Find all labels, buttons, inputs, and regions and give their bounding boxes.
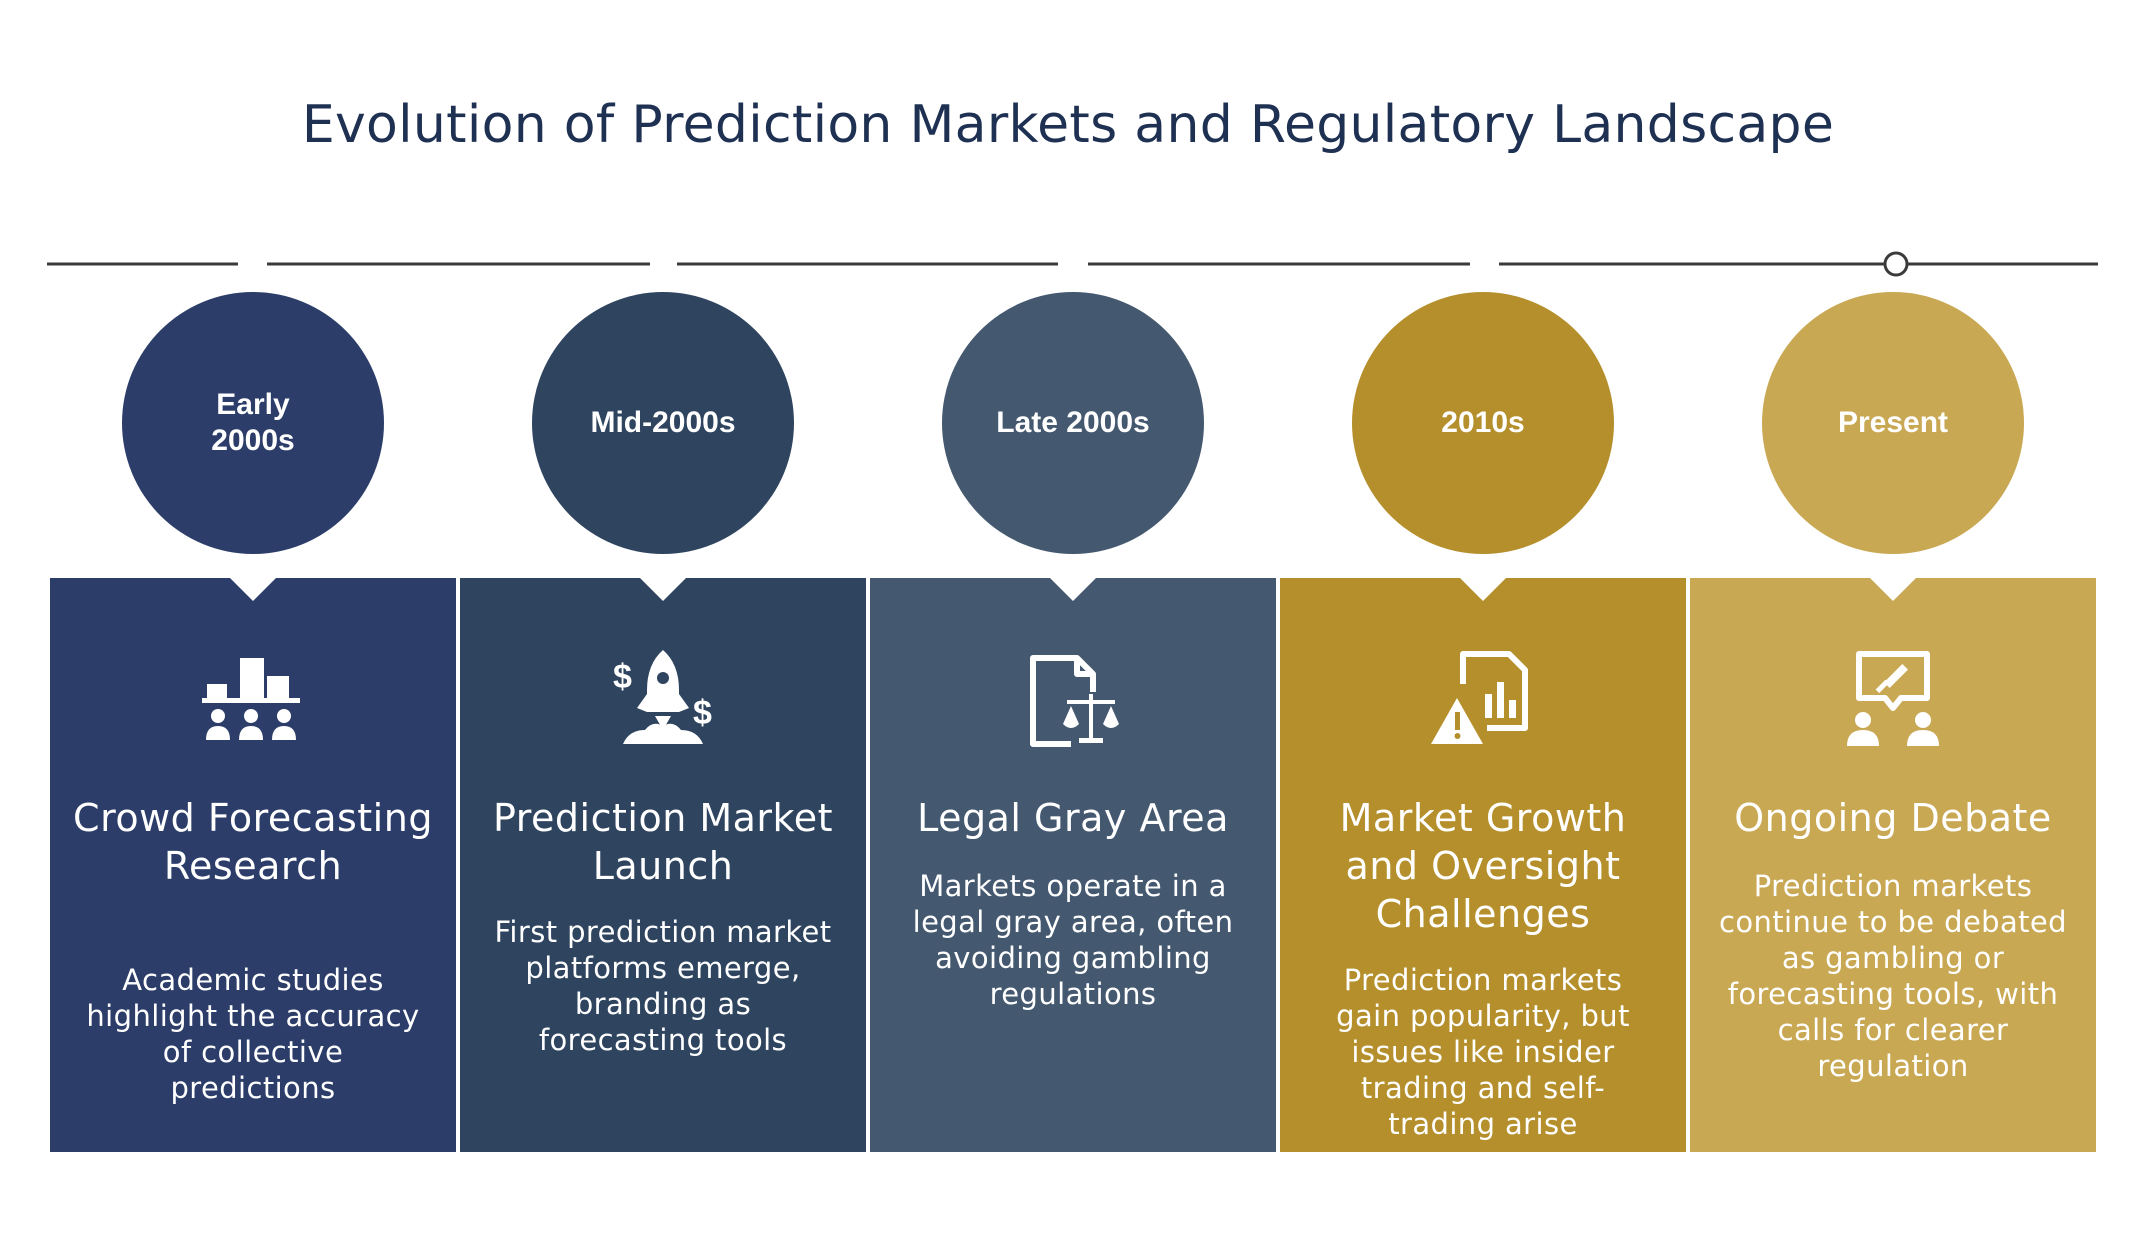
crowd-chart-icon xyxy=(202,658,300,740)
period-circle-late-2000s: Late 2000s xyxy=(942,292,1204,554)
stage-title: Market Growth and Oversight Challenges xyxy=(1339,796,1627,936)
debate-people-icon xyxy=(1847,651,1939,746)
page-title: Evolution of Prediction Markets and Regu… xyxy=(301,95,1835,155)
period-circle-early-2000s: Early 2000s xyxy=(122,292,384,554)
stage-title: Ongoing Debate xyxy=(1734,796,2052,840)
stage-card-ongoing-debate: Ongoing Debate Prediction markets contin… xyxy=(1690,577,2096,1152)
period-label: Mid-2000s xyxy=(590,406,736,439)
stage-description: Prediction markets gain popularity, but … xyxy=(1336,963,1630,1141)
stage-description: Markets operate in a legal gray area, of… xyxy=(912,869,1234,1011)
svg-text:$: $ xyxy=(613,658,632,696)
period-circle-2010s: 2010s xyxy=(1352,292,1614,554)
period-label: 2010s xyxy=(1441,406,1525,439)
stage-card-market-growth: Market Growth and Oversight Challenges P… xyxy=(1280,577,1686,1152)
period-circle-mid-2000s: Mid-2000s xyxy=(532,292,794,554)
svg-text:$: $ xyxy=(693,694,712,732)
timeline-marker xyxy=(1883,251,1909,277)
stage-description: Academic studies highlight the accuracy … xyxy=(86,963,420,1105)
stage-card-crowd-forecasting: Crowd Forecasting Research Academic stud… xyxy=(50,577,456,1152)
rocket-dollar-icon: $ $ xyxy=(613,650,712,744)
period-label: Early 2000s xyxy=(211,388,295,457)
period-label: Present xyxy=(1837,406,1949,439)
period-label: Late 2000s xyxy=(996,406,1150,439)
timeline-line xyxy=(47,251,2098,277)
stage-card-market-launch: $ $ Prediction Market Launch First predi… xyxy=(460,577,866,1152)
card-notch xyxy=(1049,577,1097,601)
card-notch xyxy=(229,577,277,601)
stage-card-legal-gray-area: Legal Gray Area Markets operate in a leg… xyxy=(870,577,1276,1152)
stage-title: Crowd Forecasting Research xyxy=(73,796,433,888)
report-warning-icon xyxy=(1431,651,1528,744)
stage-title: Prediction Market Launch xyxy=(493,796,833,888)
card-notch xyxy=(1459,577,1507,601)
document-scales-icon xyxy=(1030,655,1119,747)
stage-description: First prediction market platforms emerge… xyxy=(494,915,832,1057)
stage-description: Prediction markets continue to be debate… xyxy=(1719,869,2067,1083)
stage-title: Legal Gray Area xyxy=(917,796,1229,840)
card-notch xyxy=(1869,577,1917,601)
period-circle-present: Present xyxy=(1762,292,2024,554)
card-notch xyxy=(639,577,687,601)
